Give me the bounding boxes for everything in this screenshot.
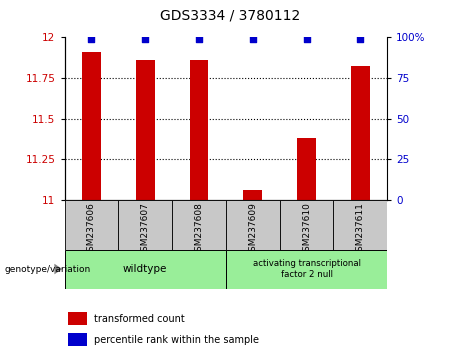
Bar: [68, 333, 87, 346]
Text: GSM237610: GSM237610: [302, 202, 311, 257]
Text: GSM237607: GSM237607: [141, 202, 150, 257]
Polygon shape: [54, 264, 62, 274]
Bar: [68, 312, 87, 325]
Point: [357, 36, 364, 42]
Bar: [65, 200, 118, 250]
Bar: [297, 138, 316, 200]
Bar: [118, 200, 172, 250]
Text: GSM237611: GSM237611: [356, 202, 365, 257]
Point: [249, 36, 256, 42]
Bar: [82, 52, 101, 200]
Text: GSM237609: GSM237609: [248, 202, 257, 257]
Text: wildtype: wildtype: [123, 264, 167, 274]
Bar: [65, 250, 226, 289]
Point: [195, 36, 203, 42]
Text: GSM237608: GSM237608: [195, 202, 203, 257]
Bar: [226, 250, 387, 289]
Bar: [351, 67, 370, 200]
Text: genotype/variation: genotype/variation: [5, 264, 91, 274]
Point: [142, 36, 149, 42]
Text: GSM237606: GSM237606: [87, 202, 96, 257]
Bar: [280, 200, 333, 250]
Point: [303, 36, 310, 42]
Bar: [136, 60, 154, 200]
Text: GDS3334 / 3780112: GDS3334 / 3780112: [160, 9, 301, 23]
Bar: [333, 200, 387, 250]
Point: [88, 36, 95, 42]
Text: transformed count: transformed count: [94, 314, 185, 324]
Bar: [243, 190, 262, 200]
Text: percentile rank within the sample: percentile rank within the sample: [94, 335, 259, 345]
Bar: [172, 200, 226, 250]
Bar: [226, 200, 280, 250]
Bar: [189, 60, 208, 200]
Text: activating transcriptional
factor 2 null: activating transcriptional factor 2 null: [253, 259, 361, 279]
